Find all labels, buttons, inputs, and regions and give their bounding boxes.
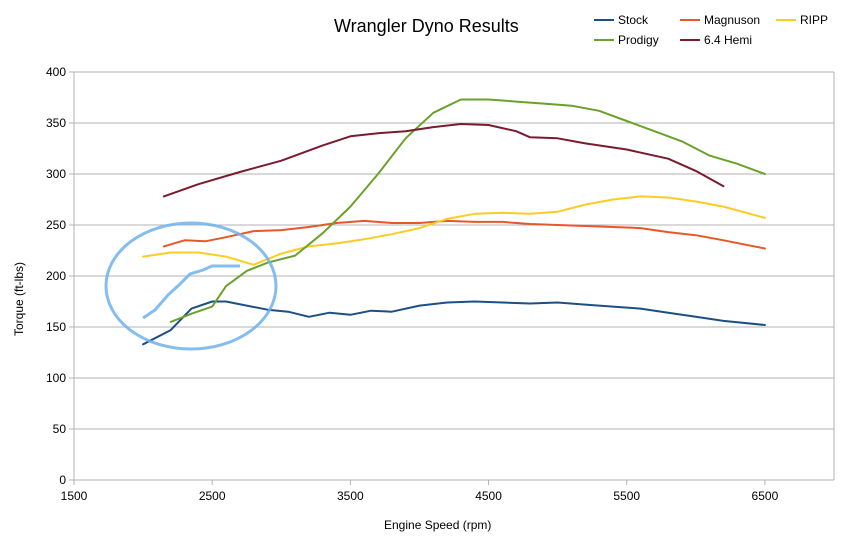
highlight-circle — [104, 221, 278, 351]
legend-swatch — [680, 39, 700, 41]
legend-label: Prodigy — [618, 33, 659, 47]
highlight-stroke — [142, 264, 240, 320]
legend-label: Magnuson — [704, 13, 761, 27]
y-tick-label: 250 — [46, 218, 66, 232]
legend-item-magnuson: Magnuson — [680, 12, 760, 28]
legend-item-hemi: 6.4 Hemi — [680, 32, 752, 48]
series-line-stock — [142, 300, 766, 346]
chart-title: Wrangler Dyno Results — [334, 16, 519, 36]
x-tick-label: 6500 — [752, 489, 779, 503]
legend-swatch — [594, 19, 614, 21]
legend: Stock Magnuson RIPP Prodigy 6.4 Hemi — [594, 12, 844, 52]
y-tick-label: 0 — [59, 473, 66, 487]
y-tick-label: 150 — [46, 320, 66, 334]
y-tick-label: 300 — [46, 167, 66, 181]
legend-label: 6.4 Hemi — [704, 33, 753, 47]
x-tick-label: 1500 — [61, 489, 88, 503]
tick-labels: 0 50 100 150 200 250 300 350 400 1500 2500 3500 4500… — [46, 65, 779, 503]
x-tick-label: 3500 — [337, 489, 364, 503]
series-line-ripp — [142, 195, 766, 266]
y-tick-label: 100 — [46, 371, 66, 385]
legend-item-ripp: RIPP — [776, 12, 828, 28]
legend-swatch — [594, 39, 614, 41]
legend-item-stock: Stock — [594, 12, 648, 28]
y-tick-label: 350 — [46, 116, 66, 130]
gridlines — [74, 71, 834, 481]
y-tick-label: 200 — [46, 269, 66, 283]
series-lines — [142, 98, 766, 346]
legend-swatch — [776, 19, 796, 21]
legend-swatch — [680, 19, 700, 21]
x-tick-label: 2500 — [199, 489, 226, 503]
series-line-prodigy — [169, 98, 766, 323]
legend-label: RIPP — [800, 13, 829, 27]
annotation — [104, 221, 278, 351]
x-tick-label: 4500 — [475, 489, 502, 503]
legend-item-prodigy: Prodigy — [594, 32, 659, 48]
legend-label: Stock — [618, 13, 649, 27]
y-tick-label: 400 — [46, 65, 66, 79]
series-line-6-4-hemi — [162, 123, 725, 198]
y-axis-label: Torque (ft-lbs) — [12, 261, 27, 337]
axes — [69, 71, 835, 485]
x-tick-label: 5500 — [613, 489, 640, 503]
y-tick-label: 50 — [53, 422, 67, 436]
x-axis-label: Engine Speed (rpm) — [384, 518, 492, 532]
series-line-magnuson — [162, 219, 766, 250]
